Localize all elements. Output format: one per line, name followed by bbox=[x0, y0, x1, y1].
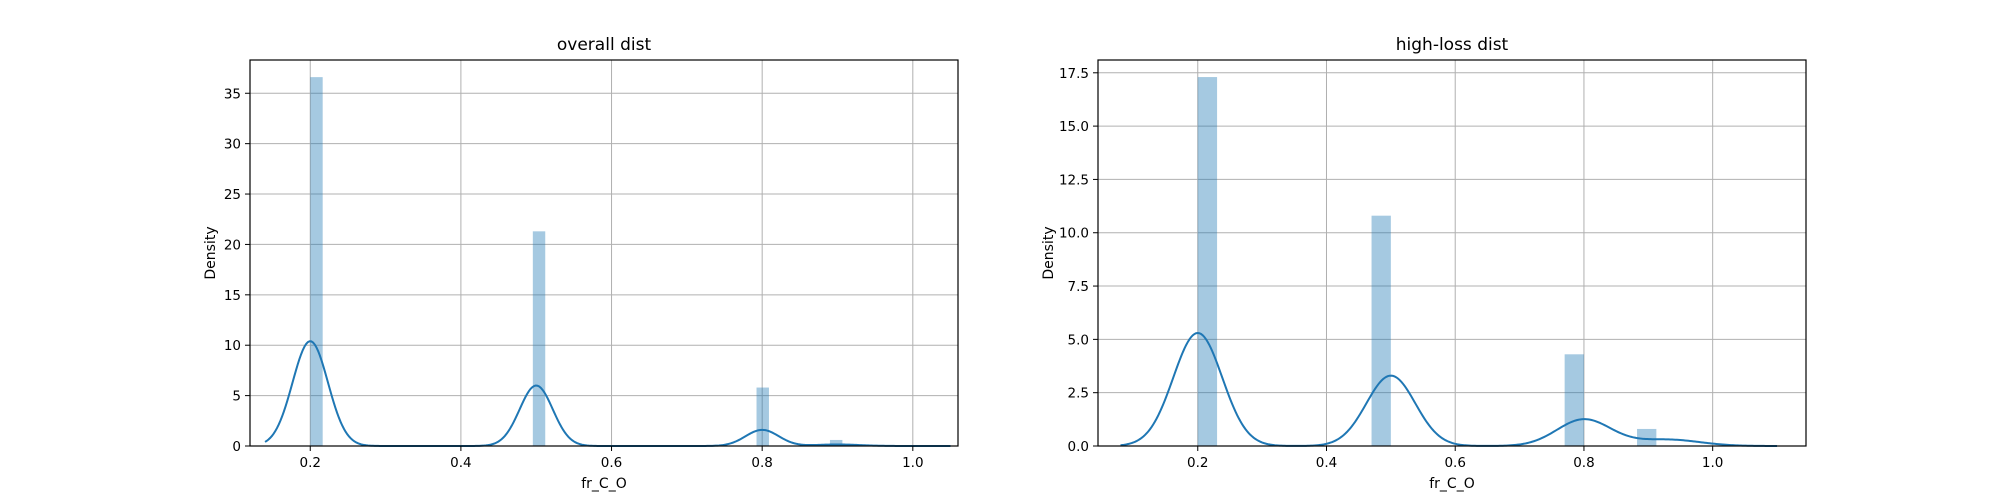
overall-dist-ytick-label: 15 bbox=[224, 288, 241, 304]
overall-dist-chart: 0.2 0.4 0.6 0.8 1.0 0 5 10 15 20 25 30 35 overall dis… bbox=[203, 35, 959, 492]
overall-dist-xtick-label: 1.0 bbox=[902, 455, 923, 471]
overall-dist-x-axis-label: fr_C_O bbox=[581, 476, 626, 492]
high-loss-dist-xtick-label: 0.2 bbox=[1187, 455, 1208, 471]
high-loss-dist-xtick-label: 0.6 bbox=[1444, 455, 1465, 471]
high-loss-dist-plot-frame bbox=[1097, 59, 1807, 447]
overall-dist-ytick-label: 30 bbox=[224, 137, 241, 153]
overall-dist-kde-line bbox=[264, 340, 951, 447]
high-loss-dist-title: high-loss dist bbox=[1396, 35, 1509, 55]
high-loss-dist-kde-line bbox=[1120, 331, 1778, 447]
overall-dist-xtick-label: 0.2 bbox=[300, 455, 321, 471]
high-loss-dist-hist-bar bbox=[1564, 354, 1584, 446]
overall-dist-xtick-label: 0.8 bbox=[751, 455, 772, 471]
overall-dist-ytick-label: 5 bbox=[232, 389, 241, 405]
high-loss-dist-hist-bar bbox=[1197, 77, 1218, 446]
overall-dist-plot-frame bbox=[249, 59, 959, 447]
high-loss-dist-xtick-label: 0.8 bbox=[1573, 455, 1594, 471]
high-loss-dist-y-axis-label: Density bbox=[1041, 226, 1057, 279]
overall-dist-ytick-label: 10 bbox=[224, 338, 241, 354]
overall-dist-y-axis-label: Density bbox=[203, 226, 219, 279]
overall-dist-title: overall dist bbox=[557, 35, 652, 55]
high-loss-dist-ytick-label: 10.0 bbox=[1059, 226, 1089, 242]
overall-dist-hist-bar bbox=[829, 439, 843, 446]
overall-dist-hist-bar bbox=[310, 77, 323, 447]
overall-dist-xtick-label: 0.4 bbox=[450, 455, 471, 471]
high-loss-dist-chart: 0.2 0.4 0.6 0.8 1.0 0.0 2.5 5.0 7.5 10.0 12.5 15.0 1… bbox=[1041, 35, 1807, 492]
overall-dist-ytick-label: 20 bbox=[224, 237, 241, 253]
overall-dist-ytick-label: 35 bbox=[224, 86, 241, 102]
overall-dist-ytick-label: 0 bbox=[232, 439, 241, 455]
high-loss-dist-xtick-label: 0.4 bbox=[1316, 455, 1337, 471]
overall-dist-ytick-label: 25 bbox=[224, 187, 241, 203]
overall-dist-xtick-label: 0.6 bbox=[601, 455, 622, 471]
high-loss-dist-ytick-label: 0.0 bbox=[1068, 439, 1089, 455]
high-loss-dist-ytick-label: 2.5 bbox=[1068, 386, 1089, 402]
high-loss-dist-x-axis-label: fr_C_O bbox=[1429, 476, 1474, 492]
overall-dist-hist-bar bbox=[756, 387, 769, 446]
overall-dist-hist-bar bbox=[532, 231, 546, 446]
high-loss-dist-ytick-label: 5.0 bbox=[1068, 332, 1089, 348]
high-loss-dist-xtick-label: 1.0 bbox=[1702, 455, 1723, 471]
high-loss-dist-ytick-label: 15.0 bbox=[1059, 119, 1089, 135]
high-loss-dist-hist-bar bbox=[1371, 215, 1391, 446]
high-loss-dist-ytick-label: 7.5 bbox=[1068, 279, 1089, 295]
high-loss-dist-ytick-label: 17.5 bbox=[1059, 66, 1089, 82]
high-loss-dist-hist-bar bbox=[1637, 428, 1657, 446]
high-loss-dist-ytick-label: 12.5 bbox=[1059, 172, 1089, 188]
